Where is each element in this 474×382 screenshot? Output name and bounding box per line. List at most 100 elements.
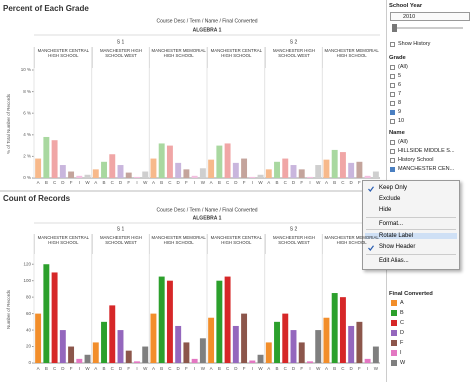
filter-label: Name — [389, 130, 405, 136]
checkbox[interactable] — [390, 149, 395, 154]
bar — [125, 172, 132, 178]
x-tick-label: I — [194, 366, 195, 371]
bar — [158, 143, 165, 178]
x-tick-label: F — [243, 180, 246, 185]
checkbox[interactable] — [390, 83, 395, 88]
list-item[interactable]: MANCHESTER CEN... — [398, 166, 455, 172]
school-header: MANCHESTER CENTRAL HIGH SCHOOL — [207, 47, 265, 68]
slider-handle[interactable] — [392, 24, 397, 32]
bar — [109, 154, 116, 178]
bar — [43, 136, 50, 178]
list-item[interactable]: 6 — [398, 82, 402, 88]
list-item[interactable]: 9 — [398, 109, 402, 115]
chart-title: Count of Records — [3, 194, 71, 203]
bar — [84, 174, 91, 178]
bar — [59, 330, 66, 363]
y-tick-label: 10 % — [21, 67, 31, 72]
menu-item[interactable]: Rotate Label — [365, 233, 457, 239]
checkbox[interactable] — [390, 110, 395, 115]
check-icon — [368, 245, 374, 251]
bar — [364, 175, 371, 178]
x-tick-label: C — [53, 180, 57, 185]
bar — [175, 162, 182, 178]
x-tick-label: A — [37, 366, 40, 371]
legend-label: I — [400, 350, 402, 356]
list-item[interactable]: 5 — [398, 73, 402, 79]
x-tick-label: B — [103, 180, 106, 185]
x-tick-label: B — [160, 180, 163, 185]
y-axis-label: % of Total Number of Records — [6, 93, 11, 154]
x-tick-label: C — [53, 366, 57, 371]
menu-item[interactable]: Edit Alias... — [379, 258, 409, 264]
checkbox[interactable] — [390, 42, 395, 47]
bar — [183, 169, 190, 178]
bar — [101, 161, 107, 178]
legend-label: B — [400, 310, 404, 316]
menu-item[interactable]: Exclude — [379, 196, 401, 202]
x-tick-label: F — [127, 180, 130, 185]
x-tick-label: A — [267, 180, 270, 185]
x-tick-label: I — [136, 180, 137, 185]
y-tick-label: 2 % — [23, 154, 31, 159]
y-axis-label: Number of Records — [6, 289, 11, 329]
bar — [92, 342, 99, 363]
bar — [274, 321, 280, 363]
checkbox[interactable] — [390, 140, 395, 145]
menu-item[interactable]: Format... — [379, 221, 404, 227]
x-tick-label: I — [79, 180, 80, 185]
x-tick-label: W — [85, 366, 90, 371]
dropdown[interactable]: 2010 — [390, 12, 470, 21]
list-item[interactable]: HILLSIDE MIDDLE S... — [398, 148, 455, 154]
list-item[interactable]: 10 — [398, 118, 405, 124]
x-tick-label: I — [252, 180, 253, 185]
list-item[interactable]: History School — [398, 157, 434, 163]
bar — [257, 174, 264, 178]
menu-item[interactable]: Hide — [379, 207, 392, 213]
bar — [224, 276, 231, 363]
x-tick-label: F — [127, 366, 130, 371]
x-tick-label: C — [226, 180, 230, 185]
y-tick-label: 40 — [26, 327, 32, 332]
term-label: S 2 — [290, 226, 298, 232]
list-item[interactable]: (All) — [398, 64, 408, 70]
x-tick-label: W — [201, 366, 206, 371]
x-tick-label: C — [284, 366, 288, 371]
x-tick-label: C — [111, 180, 115, 185]
bar — [191, 175, 198, 178]
bar — [323, 317, 330, 363]
list-item[interactable]: 8 — [398, 100, 402, 106]
x-tick-label: D — [350, 366, 354, 371]
x-tick-label: D — [350, 180, 354, 185]
checkbox-label: Show History — [398, 41, 431, 47]
checkbox[interactable] — [390, 92, 395, 97]
checkbox[interactable] — [390, 158, 395, 163]
bar — [232, 325, 239, 363]
x-tick-label: W — [143, 180, 148, 185]
x-tick-label: B — [45, 366, 48, 371]
y-tick-label: 20 — [26, 344, 32, 349]
checkbox[interactable] — [390, 119, 395, 124]
x-tick-label: B — [218, 366, 221, 371]
x-tick-label: D — [119, 180, 123, 185]
checkbox[interactable] — [390, 167, 395, 172]
bar — [199, 338, 206, 363]
checkbox[interactable] — [390, 101, 395, 106]
bar — [331, 149, 338, 178]
bar — [84, 354, 91, 363]
legend-swatch — [391, 310, 397, 316]
x-tick-label: F — [300, 366, 303, 371]
y-tick-label: 80 — [26, 294, 32, 299]
menu-item[interactable]: Show Header — [379, 244, 416, 250]
checkbox[interactable] — [390, 65, 395, 70]
list-item[interactable]: (All) — [398, 139, 408, 145]
legend-swatch — [391, 360, 397, 366]
bar — [166, 145, 173, 178]
x-tick-label: A — [267, 366, 270, 371]
context-menu: Keep Only Exclude Hide Format... Rotate Labe… — [362, 180, 460, 270]
x-tick-label: A — [210, 180, 213, 185]
menu-item[interactable]: Keep Only — [379, 185, 408, 191]
bar — [51, 272, 58, 363]
bar — [315, 330, 322, 363]
list-item[interactable]: 7 — [398, 91, 402, 97]
checkbox[interactable] — [390, 74, 395, 79]
